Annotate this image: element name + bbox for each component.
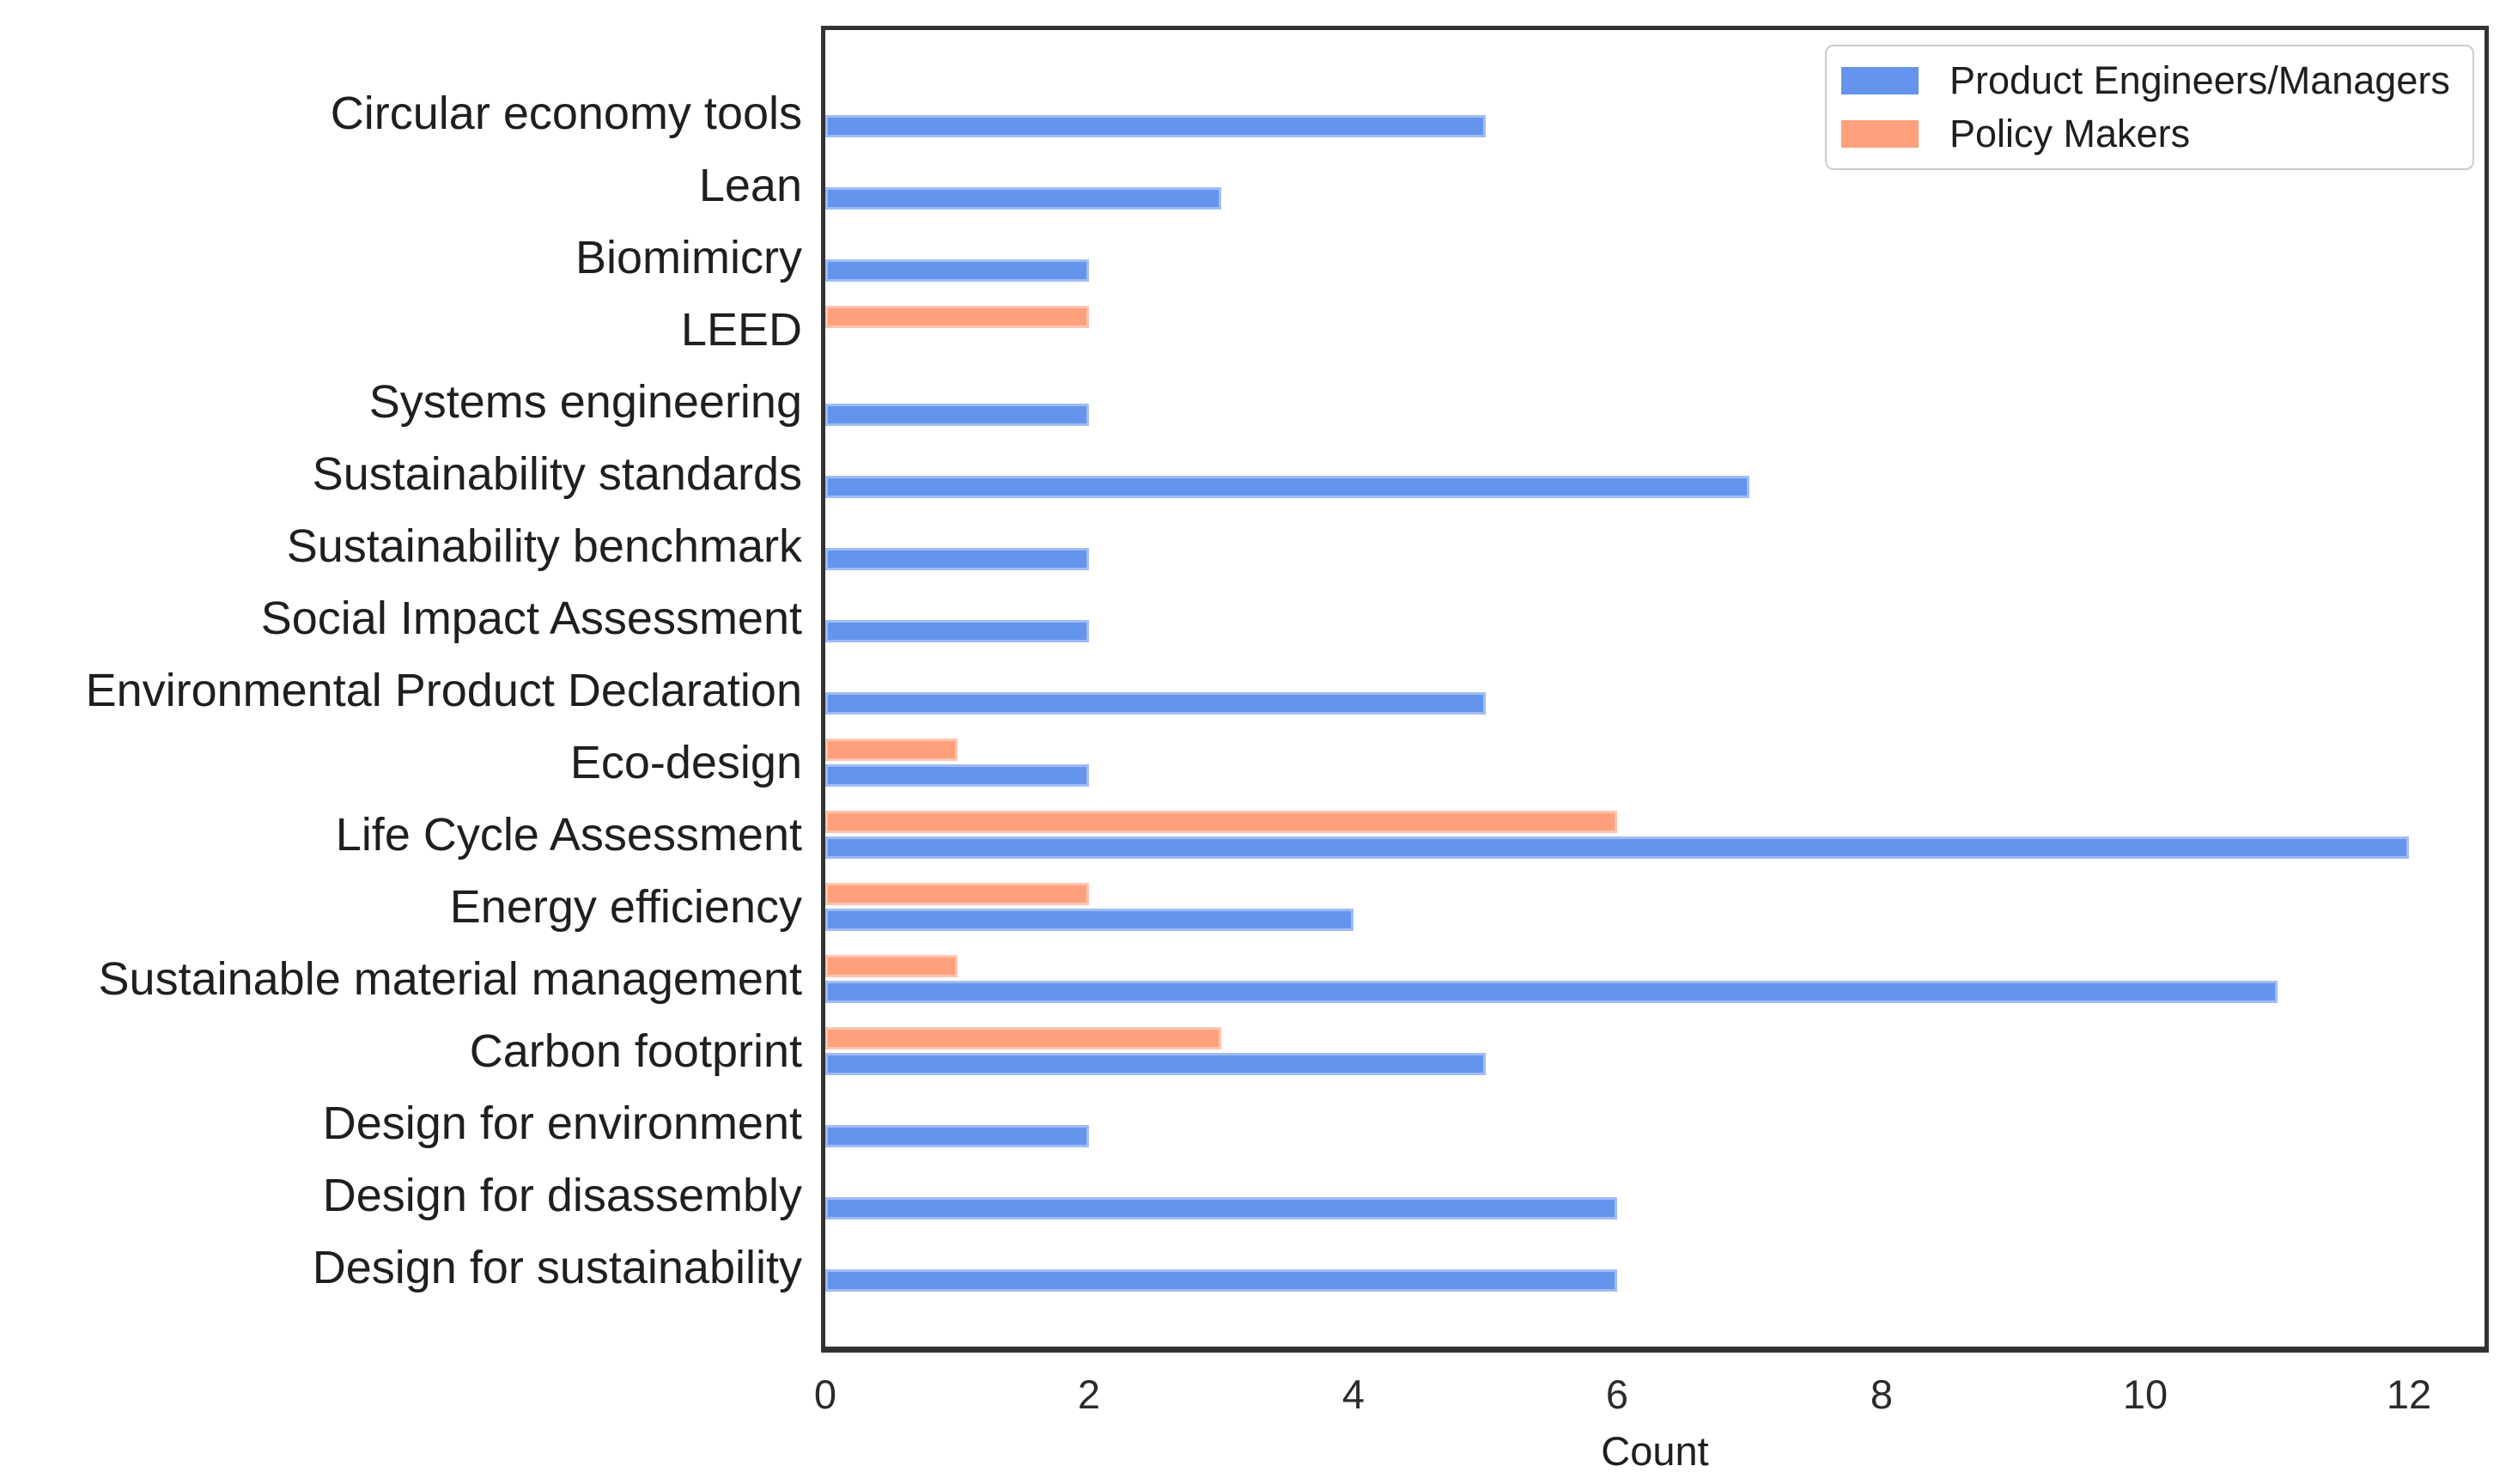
legend-label: Policy Makers <box>1949 112 2191 155</box>
y-axis-label-row: Social Impact Assessment <box>0 582 821 654</box>
category-row <box>825 943 2485 1015</box>
y-axis-label: Sustainable material management <box>98 952 802 1005</box>
y-axis-label: LEED <box>680 303 802 356</box>
x-tick-label: 0 <box>813 1371 837 1417</box>
y-axis-label: Design for sustainability <box>312 1241 802 1293</box>
category-row <box>825 294 2485 366</box>
category-row <box>825 1087 2485 1159</box>
category-row <box>825 366 2485 438</box>
y-axis-label: Life Cycle Assessment <box>335 808 802 861</box>
y-axis-label: Design for disassembly <box>322 1169 802 1221</box>
y-axis-label-row: Sustainable material management <box>0 943 821 1015</box>
bar-product-engineers <box>825 115 1486 137</box>
y-axis-label-row: Carbon footprint <box>0 1015 821 1087</box>
legend-item-product-engineers: Product Engineers/Managers <box>1841 54 2455 107</box>
y-axis-label-row: Energy efficiency <box>0 871 821 943</box>
x-tick-label: 12 <box>2386 1371 2432 1417</box>
category-row <box>825 799 2485 871</box>
bar-product-engineers <box>825 548 1089 570</box>
category-row <box>825 1015 2485 1087</box>
y-axis-label: Design for environment <box>322 1097 802 1149</box>
y-axis-label-row: Systems engineering <box>0 366 821 438</box>
bar-policy-makers <box>825 1027 1221 1049</box>
bar-product-engineers <box>825 764 1089 787</box>
y-axis-labels: Circular economy tools Lean Biomimicry LEED… <box>0 26 821 1353</box>
bar-product-engineers <box>825 909 1353 931</box>
legend-swatch-policy-makers <box>1841 120 1919 148</box>
y-axis-label: Sustainability standards <box>312 447 802 500</box>
bar-policy-makers <box>825 811 1617 833</box>
y-axis-label-row: LEED <box>0 294 821 366</box>
y-axis-label-row: Lean <box>0 149 821 222</box>
x-axis-ticks: 0 2 4 6 8 10 12 <box>814 1371 2485 1419</box>
y-axis-label: Circular economy tools <box>330 87 802 139</box>
category-row <box>825 222 2485 294</box>
bar-product-engineers <box>825 836 2409 859</box>
bar-product-engineers <box>825 1269 1617 1292</box>
legend-item-policy-makers: Policy Makers <box>1841 107 2455 161</box>
bar-product-engineers <box>825 476 1749 498</box>
bar-product-engineers <box>825 1197 1617 1219</box>
y-axis-label: Social Impact Assessment <box>260 592 802 644</box>
x-tick-label: 2 <box>1077 1371 1101 1417</box>
category-row <box>825 77 2485 149</box>
category-row <box>825 871 2485 943</box>
y-axis-label-row: Sustainability benchmark <box>0 510 821 582</box>
category-row <box>825 654 2485 727</box>
x-tick-label: 4 <box>1341 1371 1365 1417</box>
bar-policy-makers <box>825 306 1089 328</box>
bar-product-engineers <box>825 404 1089 426</box>
y-axis-label-row: Sustainability standards <box>0 438 821 510</box>
y-axis-label-row: Environmental Product Declaration <box>0 654 821 727</box>
y-axis-label: Carbon footprint <box>469 1025 802 1077</box>
bar-policy-makers <box>825 955 958 977</box>
bar-product-engineers <box>825 187 1221 210</box>
y-axis-label-row: Design for environment <box>0 1087 821 1159</box>
y-axis-label: Energy efficiency <box>449 880 802 933</box>
category-row <box>825 727 2485 799</box>
bar-rows <box>825 30 2485 1347</box>
legend-label: Product Engineers/Managers <box>1949 58 2450 102</box>
bar-policy-makers <box>825 883 1089 905</box>
bar-product-engineers <box>825 1053 1486 1075</box>
y-axis-label: Environmental Product Declaration <box>85 664 802 716</box>
y-axis-label-row: Life Cycle Assessment <box>0 799 821 871</box>
category-row <box>825 149 2485 222</box>
bar-product-engineers <box>825 1125 1089 1147</box>
y-axis-label: Systems engineering <box>368 375 802 428</box>
x-axis-title: Count <box>1601 1428 1709 1474</box>
y-axis-label-row: Design for disassembly <box>0 1159 821 1232</box>
bar-product-engineers <box>825 259 1089 282</box>
y-axis-label-row: Eco-design <box>0 727 821 799</box>
y-axis-label: Lean <box>698 159 802 211</box>
category-row <box>825 582 2485 654</box>
y-axis-label-row: Circular economy tools <box>0 77 821 149</box>
y-axis-label: Eco-design <box>569 736 802 788</box>
category-row <box>825 1159 2485 1232</box>
y-axis-label-row: Biomimicry <box>0 222 821 294</box>
legend: Product Engineers/Managers Policy Makers <box>1825 45 2474 170</box>
x-tick-label: 10 <box>2122 1371 2168 1417</box>
category-row <box>825 1232 2485 1304</box>
bar-product-engineers <box>825 981 2278 1003</box>
legend-swatch-product-engineers <box>1841 67 1919 94</box>
bar-policy-makers <box>825 739 958 761</box>
category-row <box>825 510 2485 582</box>
x-tick-label: 6 <box>1605 1371 1629 1417</box>
y-axis-label: Biomimicry <box>575 231 802 283</box>
y-axis-label-row: Design for sustainability <box>0 1232 821 1304</box>
plot-area: Product Engineers/Managers Policy Makers <box>821 26 2489 1353</box>
x-tick-label: 8 <box>1870 1371 1894 1417</box>
category-row <box>825 438 2485 510</box>
bar-product-engineers <box>825 692 1486 715</box>
y-axis-label: Sustainability benchmark <box>286 520 802 572</box>
bar-product-engineers <box>825 620 1089 642</box>
